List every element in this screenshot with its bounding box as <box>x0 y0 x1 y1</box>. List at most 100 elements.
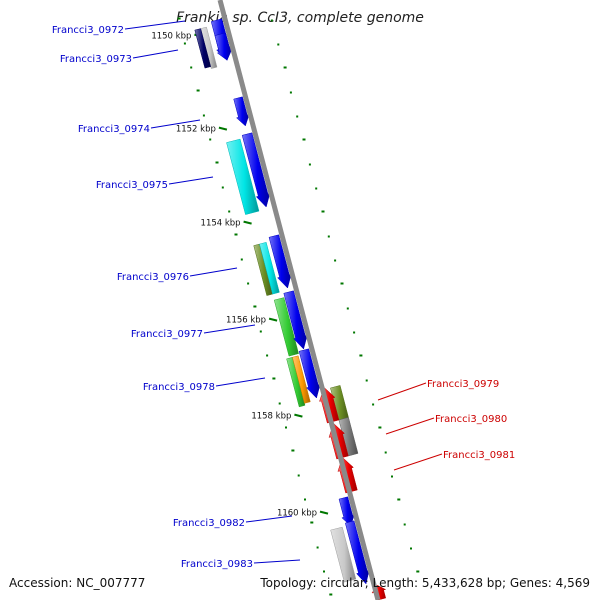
left-dot <box>272 377 276 380</box>
right-dot <box>391 475 393 478</box>
right-dot <box>321 210 325 213</box>
gene-label: Francci3_0972 <box>52 25 124 36</box>
left-dot <box>221 186 224 189</box>
gene-label: Francci3_0979 <box>427 379 499 390</box>
left-dot <box>240 258 243 261</box>
left-dot <box>297 474 300 477</box>
left-dot <box>291 449 295 452</box>
left-dot <box>177 17 181 20</box>
right-dot <box>270 19 273 22</box>
scale-tick-label: 1158 kbp <box>251 412 291 422</box>
accession-text: Accession: NC_007777 <box>9 576 146 590</box>
right-dot <box>397 498 401 501</box>
gene-label: Francci3_0981 <box>443 450 515 461</box>
gene-arrow <box>283 290 308 350</box>
scale-tick-label: 1160 kbp <box>277 509 317 519</box>
gene-labels: Francci3_0972 Francci3_0973 Francci3_0974 F… <box>52 25 515 570</box>
left-dot <box>323 570 325 573</box>
right-dot <box>365 379 368 382</box>
left-dot <box>266 354 269 357</box>
leader-line <box>377 382 427 401</box>
left-dot <box>183 42 186 45</box>
left-dot <box>253 305 257 308</box>
gene-label: Francci3_0976 <box>117 272 189 283</box>
scale-tick <box>268 317 278 322</box>
gene-arrow <box>233 96 250 127</box>
gene-arrow <box>338 496 355 527</box>
scale-tick-label: 1156 kbp <box>226 316 266 326</box>
scale-ticks: 1150 kbp 1152 kbp 1154 kbp 1156 kbp 1158 kbp… <box>151 32 329 519</box>
strand-dot-guides <box>177 17 420 596</box>
feature-block <box>292 355 311 404</box>
gene-label: Francci3_0977 <box>131 329 203 340</box>
right-dot <box>340 282 344 285</box>
leader-line <box>385 417 435 435</box>
feature-block <box>194 28 212 69</box>
gene-label: Francci3_0978 <box>143 382 215 393</box>
right-dot <box>327 235 330 238</box>
scale-tick <box>294 413 303 418</box>
scale-tick-label: 1150 kbp <box>151 32 191 42</box>
right-dot <box>346 307 349 310</box>
leader-line <box>215 377 266 387</box>
right-dot <box>353 331 356 334</box>
left-dot <box>259 330 262 333</box>
left-dot <box>285 426 287 429</box>
left-dot <box>196 89 200 92</box>
feature-block <box>259 241 280 295</box>
right-dot <box>315 187 318 190</box>
left-dot <box>278 402 281 405</box>
topology-text: Topology: circular; Length: 5,433,628 bp… <box>260 576 590 590</box>
right-dot <box>410 547 412 550</box>
right-dot <box>416 570 420 573</box>
feature-block <box>273 297 299 357</box>
gene-arrow <box>298 348 321 399</box>
gene-arrow <box>344 520 370 585</box>
right-dot <box>384 451 387 454</box>
feature-block <box>226 138 260 215</box>
gene-label: Francci3_0983 <box>181 559 253 570</box>
left-dot <box>247 282 250 285</box>
leader-line <box>203 324 256 334</box>
leader-line <box>245 515 293 523</box>
right-dot <box>403 523 406 526</box>
leader-line <box>189 267 238 277</box>
right-dot <box>283 66 287 69</box>
left-dot <box>215 161 219 164</box>
gene-label: Francci3_0973 <box>60 54 132 65</box>
scale-tick <box>243 220 252 225</box>
map-title: Frankia sp. CcI3, complete genome <box>176 10 424 26</box>
gene-features <box>194 26 359 583</box>
left-dot <box>234 233 238 236</box>
label-leader-lines <box>124 20 443 564</box>
right-dot <box>308 163 311 166</box>
genome-backbone <box>217 0 381 600</box>
gene-arrow <box>241 132 271 208</box>
gene-arrow <box>214 32 233 61</box>
gene-arrow <box>268 234 292 289</box>
left-dot <box>310 521 314 524</box>
leader-line <box>393 453 443 471</box>
right-dot <box>378 426 382 429</box>
leader-line <box>132 49 179 59</box>
left-dot <box>228 210 231 213</box>
right-dot <box>372 403 375 406</box>
right-dot <box>302 138 306 141</box>
right-dot <box>359 354 363 357</box>
scale-tick-label: 1152 kbp <box>176 125 216 135</box>
leader-line <box>253 559 301 564</box>
leader-line <box>124 20 186 30</box>
left-dot <box>202 114 205 117</box>
right-dot <box>277 43 280 46</box>
left-dot <box>304 498 306 501</box>
right-dot <box>334 259 337 262</box>
gene-label: Francci3_0982 <box>173 518 245 529</box>
left-dot <box>329 593 333 596</box>
right-dot <box>289 91 292 94</box>
feature-block <box>286 356 306 408</box>
scale-tick <box>218 126 228 131</box>
gene-label: Francci3_0974 <box>78 124 150 135</box>
gene-label: Francci3_0975 <box>96 180 168 191</box>
left-dot <box>190 66 193 69</box>
